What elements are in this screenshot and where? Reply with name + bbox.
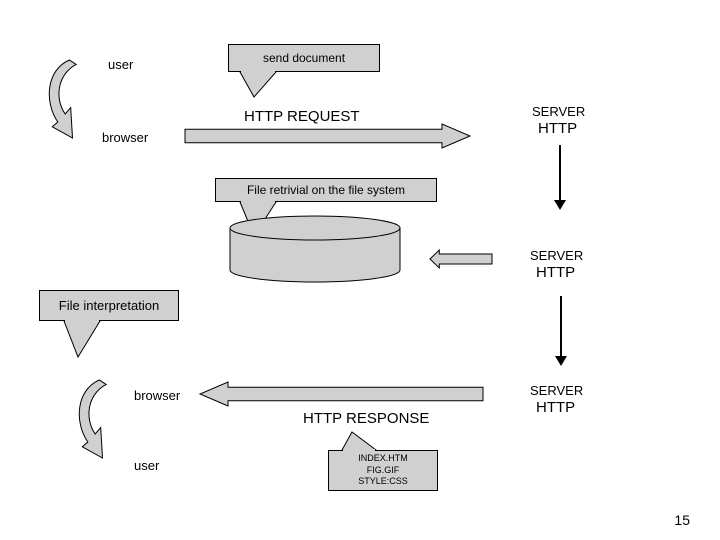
send-doc-box-label: send document [263,51,345,65]
page-number: 15 [674,512,690,528]
http-label: HTTP [536,399,575,416]
user-top: user [108,57,133,72]
http-label: HTTP [536,264,575,281]
browser-bottom: browser [134,388,180,403]
http-response: HTTP RESPONSE [303,410,429,427]
file-retr-box-label: File retrivial on the file system [247,183,405,197]
server-label: SERVER [530,248,583,263]
server-label: SERVER [532,104,585,119]
file-interp-box-label: File interpretation [59,298,159,313]
files-callout: INDEX.HTMFIG.GIFSTYLE:CSS [358,453,408,488]
http-request: HTTP REQUEST [244,108,360,125]
server-label: SERVER [530,383,583,398]
http-label: HTTP [538,120,577,137]
